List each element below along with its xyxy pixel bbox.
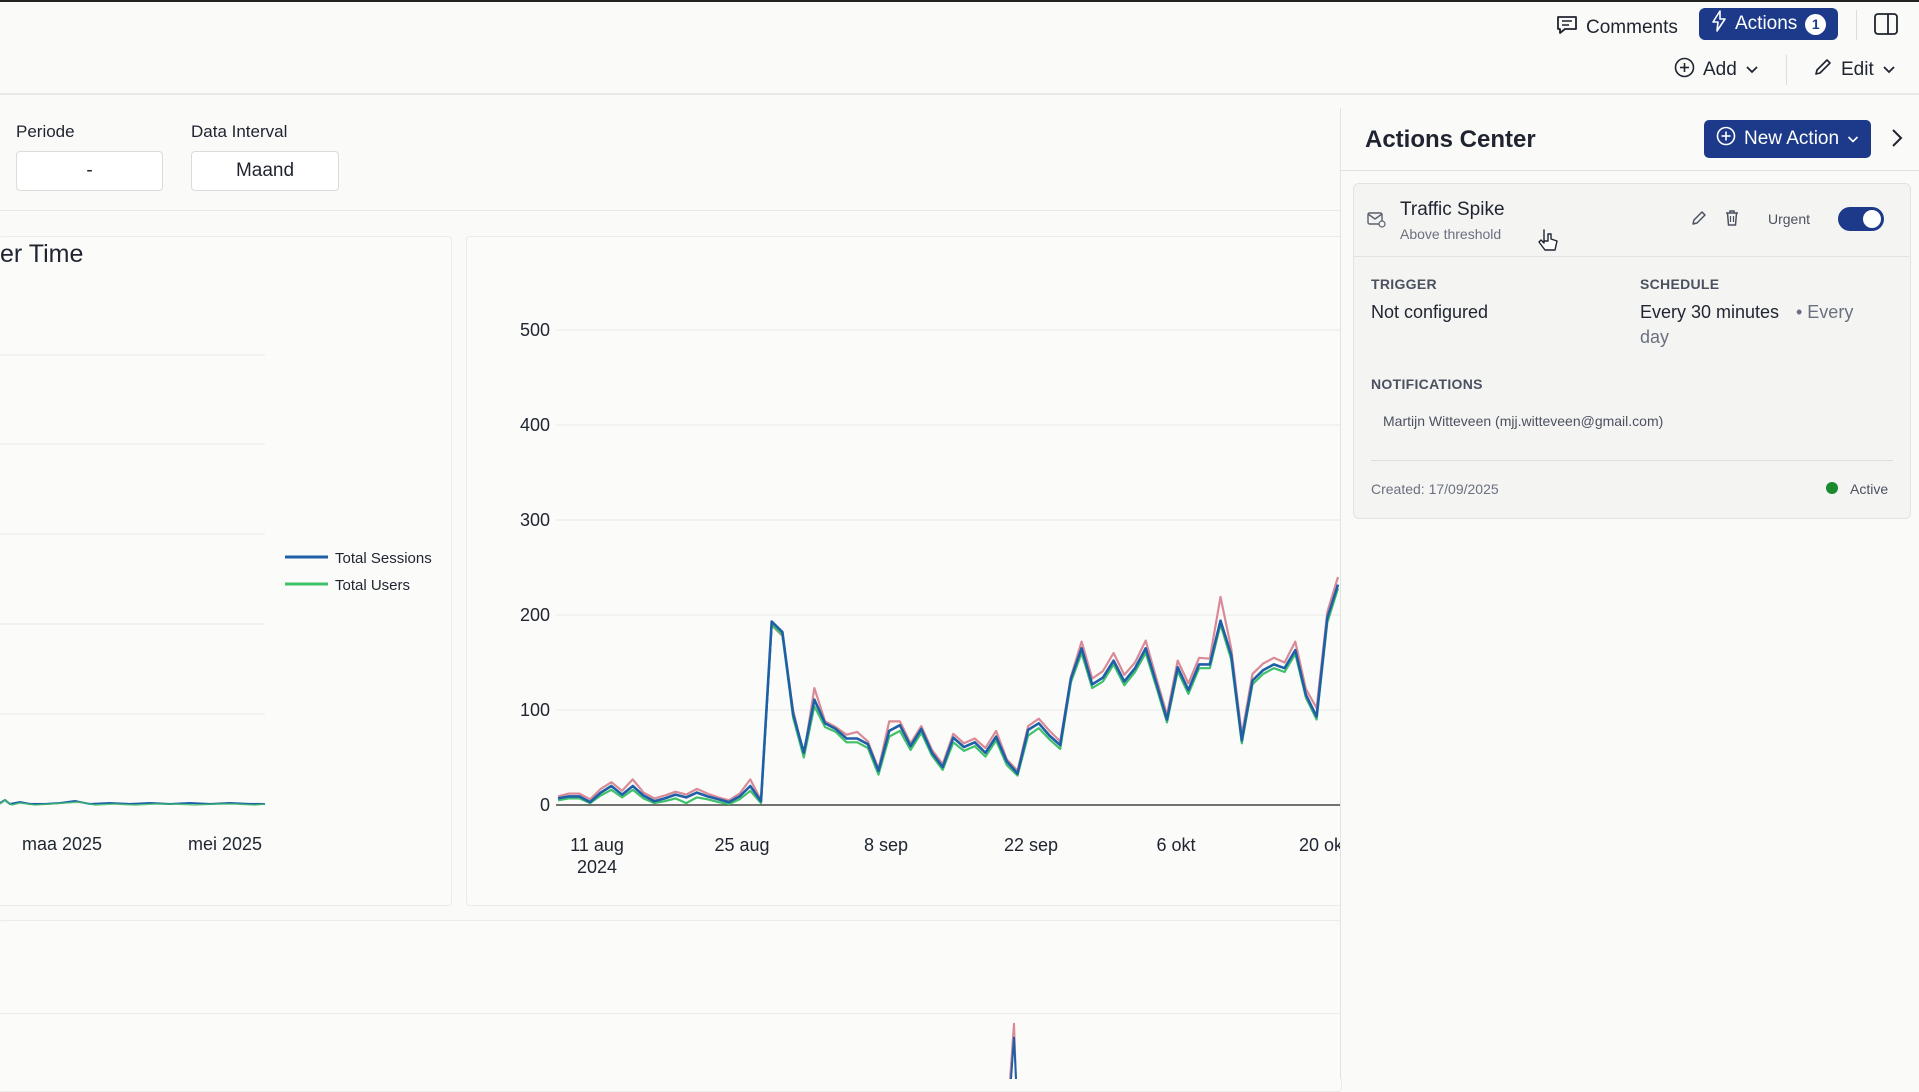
left-x-tick: mei 2025 [188, 834, 262, 854]
plus-circle-icon [1716, 126, 1736, 152]
edit-label: Edit [1841, 59, 1874, 80]
x-tick-label: 11 aug [570, 835, 624, 855]
bottom-chart-card [0, 920, 1342, 1092]
pointer-cursor-icon [1536, 228, 1560, 261]
lightning-icon [1711, 10, 1727, 38]
add-button[interactable]: Add [1674, 55, 1759, 85]
trigger-label: TRIGGER [1371, 276, 1437, 292]
chevron-down-icon [1745, 59, 1759, 81]
chevron-down-icon [1847, 128, 1859, 150]
action-title: Traffic Spike [1400, 199, 1505, 220]
action-card[interactable] [1353, 183, 1911, 519]
x-tick-label: 6 okt [1156, 835, 1195, 855]
y-tick-label: 500 [520, 320, 550, 340]
filters-separator [0, 210, 1340, 211]
edit-pencil-icon[interactable] [1690, 209, 1708, 232]
plus-circle-icon [1674, 57, 1695, 84]
periode-select[interactable]: - [16, 151, 163, 191]
x-tick-label: 20 ok [1299, 835, 1340, 855]
left-chart-gridlines [0, 354, 265, 804]
main-chart-card [466, 236, 1342, 906]
action-card-footer-separator [1371, 460, 1893, 461]
new-action-label: New Action [1744, 128, 1840, 149]
left-chart-users-line [0, 798, 266, 806]
series-line [557, 576, 1340, 802]
pencil-icon [1813, 57, 1833, 83]
schedule-label: SCHEDULE [1640, 276, 1720, 292]
panel-toggle-icon[interactable] [1873, 12, 1899, 41]
urgent-toggle[interactable] [1838, 207, 1884, 231]
schedule-value: Every 30 minutes [1640, 302, 1780, 322]
legend-label-users: Total Users [335, 577, 410, 594]
data-interval-label: Data Interval [191, 122, 288, 141]
bottom-chart-spike [1009, 1022, 1017, 1079]
action-card-header-separator [1353, 256, 1909, 257]
new-action-button[interactable]: New Action [1704, 120, 1872, 158]
toolbar-divider [1786, 55, 1787, 85]
y-tick-label: 300 [520, 510, 550, 530]
actions-button[interactable]: Actions 1 [1699, 8, 1839, 40]
bottom-chart-gridline [0, 1013, 1340, 1014]
edit-button[interactable]: Edit [1813, 55, 1896, 85]
chevron-down-icon [1882, 59, 1896, 81]
y-tick-label: 200 [520, 605, 550, 625]
left-chart-legend: Total Sessions Total Users [285, 550, 432, 594]
chevron-right-icon[interactable] [1890, 127, 1904, 154]
legend-label-sessions: Total Sessions [335, 550, 432, 567]
left-chart-card [0, 236, 452, 906]
urgent-label: Urgent [1768, 211, 1811, 227]
actions-center-title: Actions Center [1365, 126, 1536, 153]
left-chart-title: er Time [0, 240, 84, 268]
comments-label: Comments [1586, 17, 1678, 38]
alert-mail-icon [1366, 209, 1386, 234]
actions-count-badge: 1 [1805, 13, 1827, 35]
created-date: Created: 17/09/2025 [1371, 481, 1499, 497]
x-tick-label: 25 aug [714, 835, 769, 855]
notifications-label: NOTIFICATIONS [1371, 376, 1483, 392]
notification-recipient: Martijn Witteveen (mjj.witteveen@gmail.c… [1383, 413, 1664, 429]
left-chart: Total Sessions Total Users maa 2025 mei … [0, 354, 432, 854]
left-x-tick: maa 2025 [22, 834, 102, 854]
status-dot [1826, 482, 1838, 494]
toolbar-separator [0, 93, 1919, 95]
x-tick-label: 8 sep [864, 835, 908, 855]
comment-icon [1556, 15, 1578, 41]
y-tick-label: 100 [520, 700, 550, 720]
action-subtitle: Above threshold [1400, 226, 1502, 242]
actions-label: Actions [1735, 13, 1798, 34]
panel-header-separator [1340, 170, 1919, 171]
trigger-value: Not configured [1371, 302, 1489, 322]
data-interval-select[interactable]: Maand [191, 151, 339, 191]
y-tick-label: 0 [540, 795, 550, 815]
series-line [557, 584, 1340, 804]
y-tick-label: 400 [520, 415, 550, 435]
periode-label: Periode [16, 122, 75, 141]
add-label: Add [1703, 59, 1737, 80]
toolbar-divider [1856, 10, 1857, 40]
status-label: Active [1850, 481, 1889, 497]
window-top-border [0, 0, 1919, 2]
x-tick-label-year: 2024 [577, 857, 617, 877]
x-tick-label: 22 sep [1004, 835, 1058, 855]
trash-icon[interactable] [1724, 209, 1740, 232]
schedule-frequency: • Every [1796, 302, 1854, 322]
comments-button[interactable]: Comments [1556, 12, 1678, 44]
schedule-frequency-continued: day [1640, 327, 1670, 347]
toggle-knob [1863, 210, 1881, 228]
